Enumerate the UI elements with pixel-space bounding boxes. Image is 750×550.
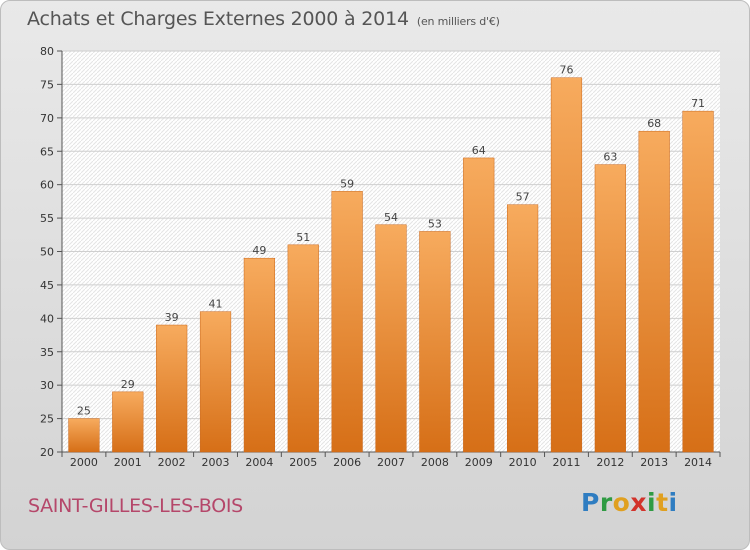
bar xyxy=(550,77,583,453)
bar-value-label: 64 xyxy=(472,144,486,157)
bar xyxy=(594,164,626,453)
x-tick-label: 2003 xyxy=(202,456,230,469)
bar-value-label: 76 xyxy=(559,64,573,77)
bar-value-label: 63 xyxy=(603,151,617,164)
x-tick-label: 2000 xyxy=(70,456,98,469)
bar xyxy=(243,257,276,453)
bar xyxy=(112,391,144,453)
x-tick-label: 2001 xyxy=(114,456,142,469)
bar xyxy=(506,204,539,453)
chart-title: Achats et Charges Externes 2000 à 2014 (e… xyxy=(27,8,500,30)
x-tick-label: 2011 xyxy=(552,456,580,469)
bar xyxy=(156,324,188,453)
x-tick-label: 2005 xyxy=(289,456,317,469)
y-tick-label: 60 xyxy=(40,179,54,192)
bar-value-label: 59 xyxy=(340,177,354,190)
bar xyxy=(682,110,714,453)
y-tick-label: 20 xyxy=(40,446,54,459)
x-tick-label: 2009 xyxy=(465,456,493,469)
x-tick-label: 2012 xyxy=(596,456,624,469)
logo-letter: x xyxy=(630,488,647,517)
y-tick-label: 30 xyxy=(40,379,54,392)
bar xyxy=(638,130,670,453)
y-tick-label: 40 xyxy=(40,312,54,325)
bar xyxy=(287,244,319,453)
logo-letter: r xyxy=(599,488,613,517)
bar-value-label: 39 xyxy=(165,311,179,324)
y-tick-label: 35 xyxy=(40,346,54,359)
x-tick-label: 2008 xyxy=(421,456,449,469)
bar xyxy=(68,418,100,453)
bar-value-label: 51 xyxy=(296,231,310,244)
chart-title-text: Achats et Charges Externes 2000 à 2014 xyxy=(27,8,409,30)
bar xyxy=(199,311,232,453)
bar-value-label: 49 xyxy=(252,244,266,257)
y-tick-label: 65 xyxy=(40,145,54,158)
y-tick-label: 80 xyxy=(40,45,54,58)
bar xyxy=(419,231,451,453)
logo-letter: P xyxy=(581,488,600,517)
y-tick-label: 45 xyxy=(40,279,54,292)
bar-value-label: 41 xyxy=(209,298,223,311)
x-tick-label: 2013 xyxy=(640,456,668,469)
bar xyxy=(463,157,495,453)
bar-value-label: 53 xyxy=(428,217,442,230)
x-tick-label: 2002 xyxy=(158,456,186,469)
y-tick-label: 55 xyxy=(40,212,54,225)
bar xyxy=(375,224,407,453)
bar-value-label: 54 xyxy=(384,211,398,224)
logo-letter: i xyxy=(647,488,657,517)
logo-letter: t xyxy=(656,488,669,517)
x-tick-label: 2004 xyxy=(245,456,273,469)
y-tick-label: 25 xyxy=(40,413,54,426)
logo-letter: o xyxy=(612,488,631,517)
logo-letter: i xyxy=(668,488,678,517)
x-tick-label: 2007 xyxy=(377,456,405,469)
x-tick-label: 2010 xyxy=(509,456,537,469)
bar-value-label: 29 xyxy=(121,378,135,391)
unit-note: (en milliers d'€) xyxy=(416,15,500,28)
bar xyxy=(331,191,363,453)
commune-name: SAINT-GILLES-LES-BOIS xyxy=(28,495,243,517)
y-tick-label: 70 xyxy=(40,112,54,125)
x-tick-label: 2014 xyxy=(684,456,712,469)
x-tick-label: 2006 xyxy=(333,456,361,469)
y-tick-label: 75 xyxy=(40,78,54,91)
proxiti-logo: Proxiti xyxy=(581,488,678,517)
bar-value-label: 25 xyxy=(77,405,91,418)
bar-value-label: 57 xyxy=(516,191,530,204)
bar-value-label: 68 xyxy=(647,117,661,130)
y-tick-label: 50 xyxy=(40,246,54,259)
bar-value-label: 71 xyxy=(691,97,705,110)
